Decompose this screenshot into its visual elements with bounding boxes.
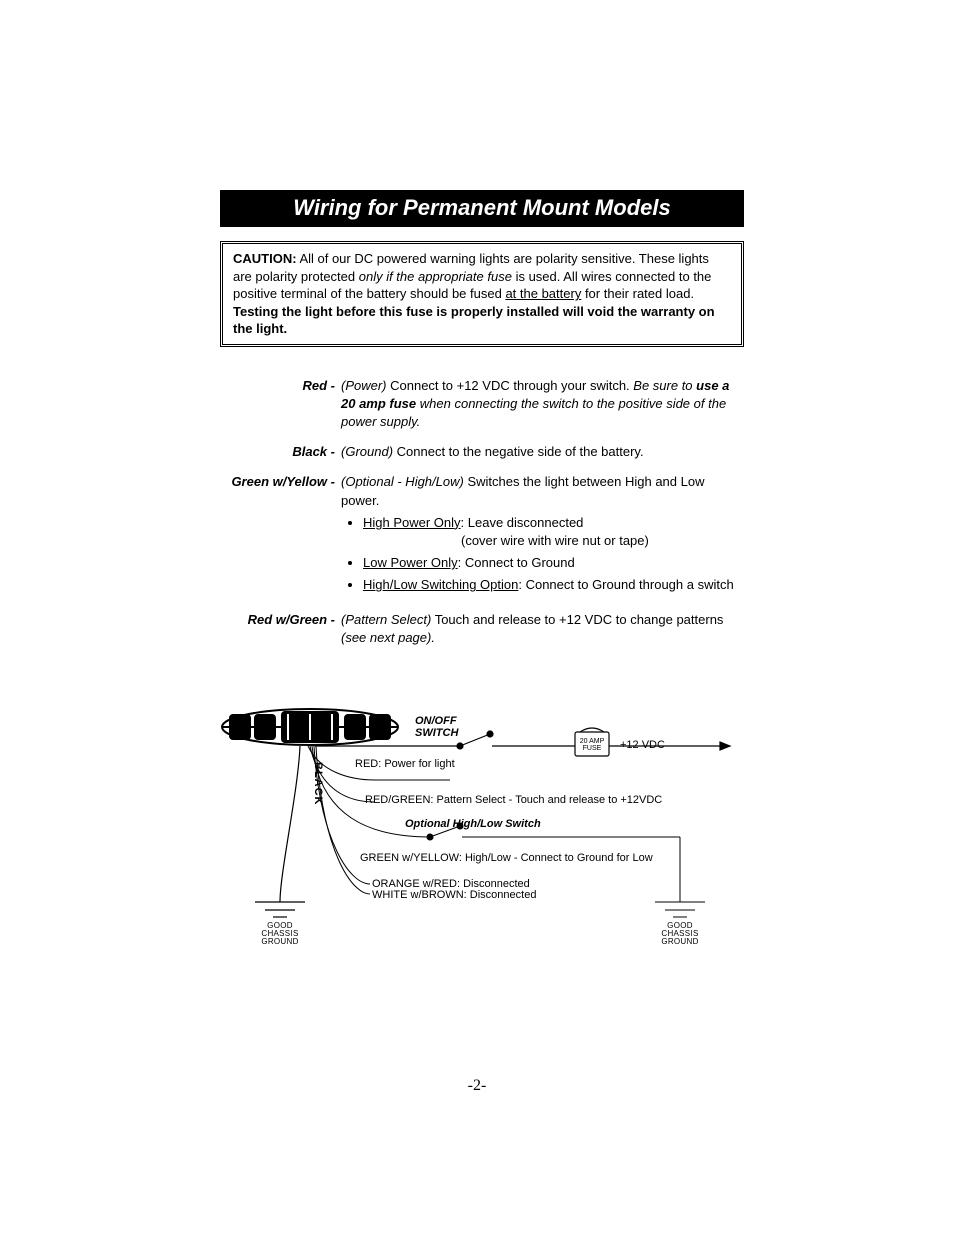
diagram-ground-left: GOOD CHASSIS GROUND xyxy=(258,922,302,946)
diagram-12vdc-label: +12 VDC xyxy=(620,739,665,751)
wiring-diagram: BLACK ON/OFF SWITCH 20 AMP FUSE +12 VDC … xyxy=(220,702,740,972)
diagram-fuse-label: 20 AMP FUSE xyxy=(578,738,606,752)
diagram-hl-switch-label: Optional High/Low Switch xyxy=(405,818,541,830)
page-number: -2- xyxy=(0,1077,954,1095)
wire-row-green-yellow: Green w/Yellow - (Optional - High/Low) S… xyxy=(220,473,744,598)
diagram-red-label: RED: Power for light xyxy=(355,758,455,770)
wire-bullet: High Power Only: Leave disconnected(cove… xyxy=(363,514,744,550)
document-page: Wiring for Permanent Mount Models CAUTIO… xyxy=(0,0,954,1235)
wire-label-black: Black - xyxy=(220,443,341,461)
wire-row-black: Black - (Ground) Connect to the negative… xyxy=(220,443,744,461)
section-title-bar: Wiring for Permanent Mount Models xyxy=(220,190,744,227)
wire-label-red-green: Red w/Green - xyxy=(220,611,341,647)
diagram-redgreen-label: RED/GREEN: Pattern Select - Touch and re… xyxy=(365,794,662,806)
caution-text-4: at the battery xyxy=(505,286,581,301)
caution-text-5: for their rated load. xyxy=(581,286,694,301)
diagram-ground-right: GOOD CHASSIS GROUND xyxy=(658,922,702,946)
diagram-greenyellow-label: GREEN w/YELLOW: High/Low - Connect to Gr… xyxy=(360,852,653,864)
caution-label: CAUTION: xyxy=(233,251,297,266)
caution-box: CAUTION: All of our DC powered warning l… xyxy=(220,241,744,347)
diagram-onoff-label: ON/OFF SWITCH xyxy=(415,716,458,739)
wire-list: Red - (Power) Connect to +12 VDC through… xyxy=(220,377,744,647)
wire-row-red: Red - (Power) Connect to +12 VDC through… xyxy=(220,377,744,432)
section-title: Wiring for Permanent Mount Models xyxy=(293,195,670,220)
diagram-white-label: WHITE w/BROWN: Disconnected xyxy=(372,889,536,901)
wire-bullet: High/Low Switching Option: Connect to Gr… xyxy=(363,576,744,594)
wire-desc-red-green: (Pattern Select) Touch and release to +1… xyxy=(341,611,744,647)
wire-label-green-yellow: Green w/Yellow - xyxy=(220,473,341,598)
diagram-black-label: BLACK xyxy=(312,762,324,806)
wire-bullets-green-yellow: High Power Only: Leave disconnected(cove… xyxy=(341,514,744,595)
wire-row-red-green: Red w/Green - (Pattern Select) Touch and… xyxy=(220,611,744,647)
caution-text-2: only if the appropriate fuse xyxy=(359,269,512,284)
wire-label-red: Red - xyxy=(220,377,341,432)
wire-desc-black: (Ground) Connect to the negative side of… xyxy=(341,443,744,461)
wire-desc-red: (Power) Connect to +12 VDC through your … xyxy=(341,377,744,432)
caution-text-6: Testing the light before this fuse is pr… xyxy=(233,304,715,337)
wire-bullet: Low Power Only: Connect to Ground xyxy=(363,554,744,572)
wire-desc-green-yellow: (Optional - High/Low) Switches the light… xyxy=(341,473,744,598)
